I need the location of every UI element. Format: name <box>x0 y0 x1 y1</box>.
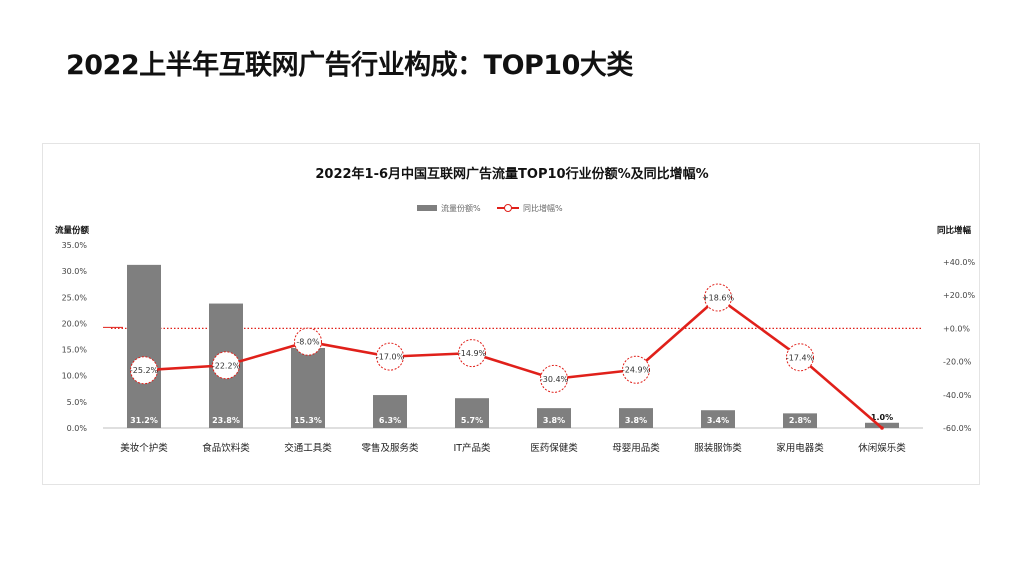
bar-value-label: 2.8% <box>789 416 811 425</box>
y-axis-left-tick: 5.0% <box>67 398 88 407</box>
y-axis-right-tick: -20.0% <box>943 358 972 367</box>
bar <box>537 408 571 428</box>
legend-swatch-bar <box>417 205 437 211</box>
bar <box>373 395 407 428</box>
line-point <box>880 426 884 430</box>
line-value-label: -24.9% <box>622 366 651 375</box>
y-axis-left-tick: 15.0% <box>62 346 88 355</box>
line-value-label: -14.9% <box>458 349 487 358</box>
legend-label-growth: 同比增幅% <box>523 203 563 213</box>
y-axis-right-tick: -40.0% <box>943 391 972 400</box>
line-point <box>786 343 814 372</box>
y-axis-right-tick: +20.0% <box>943 291 976 300</box>
legend-swatch-marker <box>504 204 512 212</box>
bar-value-label: 5.7% <box>461 416 483 425</box>
bar-value-label: 1.0% <box>871 413 893 422</box>
y-axis-left-tick: 0.0% <box>67 424 88 433</box>
line-value-label: -17.4% <box>786 353 815 362</box>
bar <box>865 422 899 428</box>
y-axis-left-tick: 20.0% <box>62 319 88 328</box>
bar <box>127 264 161 428</box>
x-axis-category-label: 交通工具类 <box>284 442 332 454</box>
y-axis-left-tick: 25.0% <box>62 293 88 302</box>
chart-card: 2022年1-6月中国互联网广告流量TOP10行业份额%及同比增幅% 流量份额% 同… <box>42 143 980 485</box>
y-axis-left-title: 流量份额 <box>55 225 90 236</box>
bar-value-label: 31.2% <box>130 416 158 425</box>
bar <box>783 413 817 428</box>
line-value-label: -22.2% <box>212 361 241 370</box>
line-point <box>294 327 322 356</box>
bar-value-label: 3.8% <box>543 416 565 425</box>
y-axis-right-tick: +0.0% <box>943 324 970 333</box>
line-point <box>212 351 240 380</box>
line-value-label: -30.4% <box>540 375 569 384</box>
line-point <box>540 364 568 393</box>
page-title: 2022上半年互联网广告行业构成：TOP10大类 <box>66 50 633 81</box>
growth-line <box>143 296 883 429</box>
x-axis-category-label: 美妆个护类 <box>120 442 168 454</box>
bar <box>701 410 735 428</box>
bar-value-label: 3.4% <box>707 416 729 425</box>
x-axis-category-label: 母婴用品类 <box>612 442 660 454</box>
line-value-label: -8.0% <box>296 338 320 347</box>
x-axis-category-label: 休闲娱乐类 <box>858 442 906 454</box>
line-point <box>458 339 486 368</box>
bar-value-label: 3.8% <box>625 416 647 425</box>
x-axis-category-label: 零售及服务类 <box>361 442 419 454</box>
line-value-label: -17.0% <box>376 353 405 362</box>
bar <box>619 408 653 428</box>
line-value-label: -25.2% <box>130 366 159 375</box>
x-axis-category-label: 服装服饰类 <box>694 442 742 454</box>
x-axis-category-label: 食品饮料类 <box>202 442 250 454</box>
y-axis-right-title: 同比增幅 <box>937 225 972 236</box>
x-axis-category-label: IT产品类 <box>453 442 491 454</box>
y-axis-right-tick: +40.0% <box>943 258 976 267</box>
line-value-label: +18.6% <box>702 294 735 303</box>
bar-value-label: 6.3% <box>379 416 401 425</box>
line-point <box>376 342 404 371</box>
x-axis-category-label: 医药保健类 <box>530 442 578 454</box>
bar-value-label: 15.3% <box>294 416 322 425</box>
bar <box>455 398 489 428</box>
bar-value-label: 23.8% <box>212 416 240 425</box>
legend-label-share: 流量份额% <box>441 203 481 213</box>
chart-svg: 2022年1-6月中国互联网广告流量TOP10行业份额%及同比增幅% 流量份额% 同… <box>55 166 976 454</box>
line-point <box>130 356 158 385</box>
line-point <box>622 355 650 384</box>
x-axis-category-label: 家用电器类 <box>776 442 824 454</box>
bar <box>291 348 325 428</box>
line-point <box>704 283 732 312</box>
y-axis-left-tick: 30.0% <box>62 267 88 276</box>
y-axis-left-tick: 10.0% <box>62 372 88 381</box>
y-axis-left-tick: 35.0% <box>62 241 88 250</box>
y-axis-right-tick: -60.0% <box>943 424 972 433</box>
chart-title: 2022年1-6月中国互联网广告流量TOP10行业份额%及同比增幅% <box>315 166 708 182</box>
